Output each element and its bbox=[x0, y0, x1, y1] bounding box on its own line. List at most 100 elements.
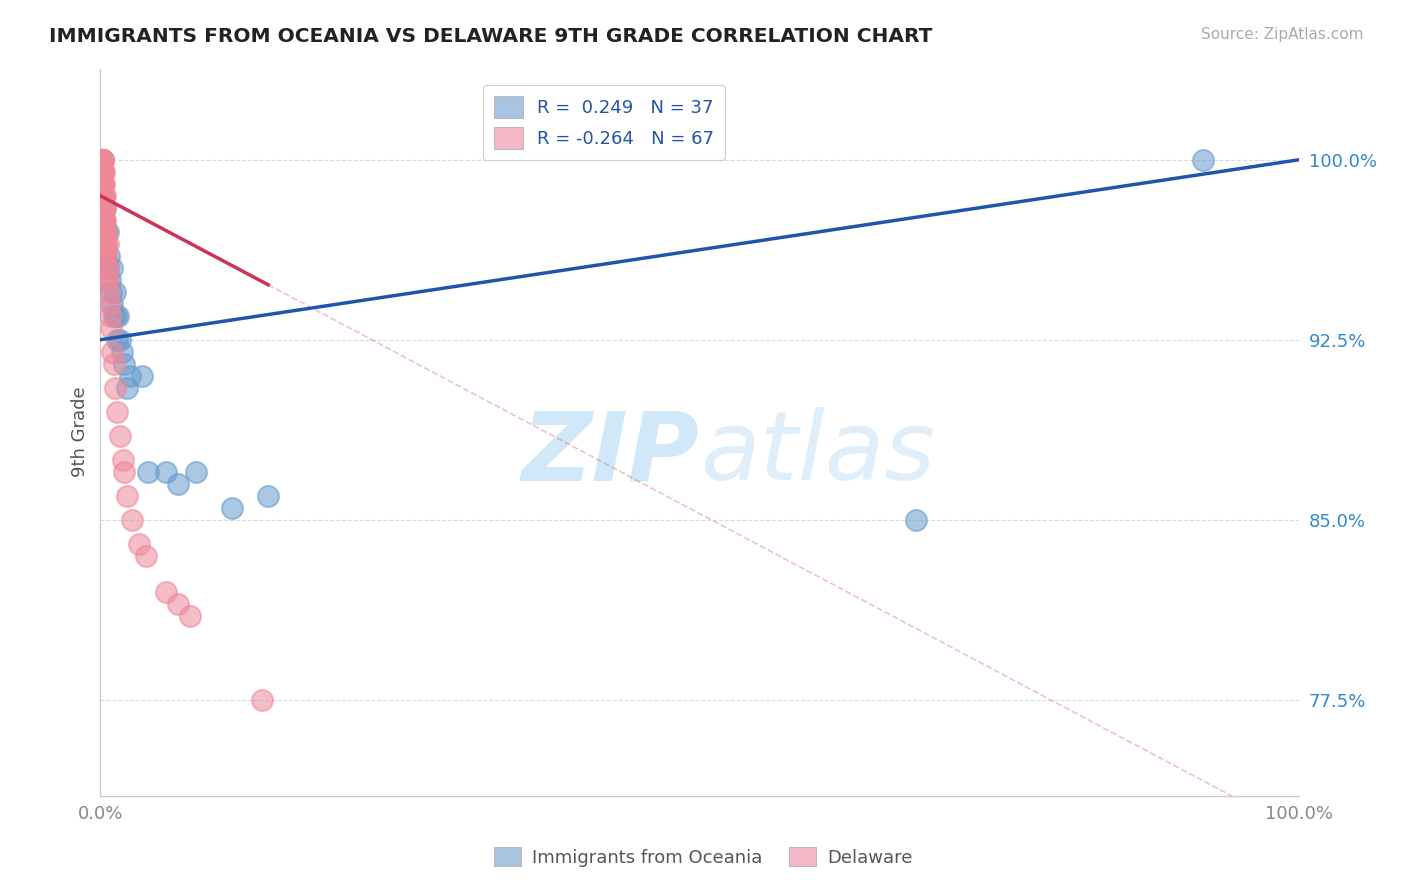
Point bbox=[167, 597, 190, 611]
Point bbox=[179, 608, 201, 623]
Point bbox=[111, 344, 134, 359]
Point bbox=[91, 177, 114, 191]
Point bbox=[121, 513, 143, 527]
Point bbox=[97, 249, 120, 263]
Point bbox=[90, 165, 112, 179]
Point bbox=[94, 201, 117, 215]
Point bbox=[97, 285, 120, 299]
Point bbox=[1192, 153, 1215, 167]
Point bbox=[155, 584, 177, 599]
Point bbox=[131, 368, 153, 383]
Text: ZIP: ZIP bbox=[522, 408, 700, 500]
Point bbox=[96, 260, 118, 275]
Point bbox=[98, 297, 121, 311]
Point bbox=[96, 260, 118, 275]
Point bbox=[93, 212, 115, 227]
Point bbox=[96, 225, 118, 239]
Point bbox=[91, 153, 114, 167]
Point bbox=[91, 249, 114, 263]
Point bbox=[104, 309, 127, 323]
Text: Source: ZipAtlas.com: Source: ZipAtlas.com bbox=[1201, 27, 1364, 42]
Point bbox=[96, 236, 118, 251]
Point bbox=[91, 153, 114, 167]
Point bbox=[250, 692, 273, 706]
Point bbox=[94, 236, 117, 251]
Point bbox=[91, 236, 114, 251]
Point bbox=[91, 188, 114, 202]
Point bbox=[221, 500, 243, 515]
Point bbox=[91, 225, 114, 239]
Point bbox=[112, 465, 135, 479]
Point bbox=[91, 212, 114, 227]
Point bbox=[96, 260, 118, 275]
Point bbox=[105, 333, 128, 347]
Point bbox=[90, 177, 112, 191]
Point bbox=[128, 537, 150, 551]
Point bbox=[103, 309, 125, 323]
Legend: Immigrants from Oceania, Delaware: Immigrants from Oceania, Delaware bbox=[486, 840, 920, 874]
Point bbox=[90, 153, 112, 167]
Point bbox=[90, 165, 112, 179]
Point bbox=[93, 225, 115, 239]
Point bbox=[91, 225, 114, 239]
Point bbox=[94, 236, 117, 251]
Point bbox=[94, 225, 117, 239]
Point bbox=[90, 177, 112, 191]
Point bbox=[120, 368, 142, 383]
Point bbox=[96, 225, 118, 239]
Point bbox=[91, 177, 114, 191]
Point bbox=[93, 249, 115, 263]
Point bbox=[104, 381, 127, 395]
Point bbox=[93, 165, 115, 179]
Y-axis label: 9th Grade: 9th Grade bbox=[72, 387, 89, 477]
Point bbox=[90, 153, 112, 167]
Point bbox=[112, 452, 135, 467]
Point bbox=[115, 381, 138, 395]
Point bbox=[101, 260, 124, 275]
Point bbox=[90, 212, 112, 227]
Point bbox=[96, 249, 118, 263]
Point bbox=[90, 153, 112, 167]
Point bbox=[93, 188, 115, 202]
Point bbox=[94, 188, 117, 202]
Point bbox=[93, 201, 115, 215]
Point bbox=[94, 201, 117, 215]
Point bbox=[135, 549, 157, 563]
Point bbox=[90, 153, 112, 167]
Point bbox=[103, 357, 125, 371]
Point bbox=[90, 188, 112, 202]
Point bbox=[904, 513, 927, 527]
Point bbox=[90, 153, 112, 167]
Point bbox=[136, 465, 159, 479]
Point bbox=[100, 320, 122, 334]
Point bbox=[112, 357, 135, 371]
Point bbox=[96, 260, 118, 275]
Legend: R =  0.249   N = 37, R = -0.264   N = 67: R = 0.249 N = 37, R = -0.264 N = 67 bbox=[482, 85, 725, 160]
Point bbox=[105, 405, 128, 419]
Point bbox=[98, 273, 121, 287]
Point bbox=[91, 212, 114, 227]
Point bbox=[155, 465, 177, 479]
Point bbox=[93, 249, 115, 263]
Point bbox=[108, 333, 131, 347]
Point bbox=[96, 273, 118, 287]
Point bbox=[91, 165, 114, 179]
Point bbox=[108, 428, 131, 442]
Point bbox=[91, 201, 114, 215]
Point bbox=[94, 212, 117, 227]
Text: IMMIGRANTS FROM OCEANIA VS DELAWARE 9TH GRADE CORRELATION CHART: IMMIGRANTS FROM OCEANIA VS DELAWARE 9TH … bbox=[49, 27, 932, 45]
Point bbox=[257, 489, 280, 503]
Point bbox=[90, 249, 112, 263]
Text: atlas: atlas bbox=[700, 408, 935, 500]
Point bbox=[90, 153, 112, 167]
Point bbox=[93, 212, 115, 227]
Point bbox=[93, 177, 115, 191]
Point bbox=[91, 153, 114, 167]
Point bbox=[96, 273, 118, 287]
Point bbox=[96, 236, 118, 251]
Point bbox=[91, 165, 114, 179]
Point bbox=[91, 188, 114, 202]
Point bbox=[98, 309, 121, 323]
Point bbox=[167, 476, 190, 491]
Point bbox=[96, 225, 118, 239]
